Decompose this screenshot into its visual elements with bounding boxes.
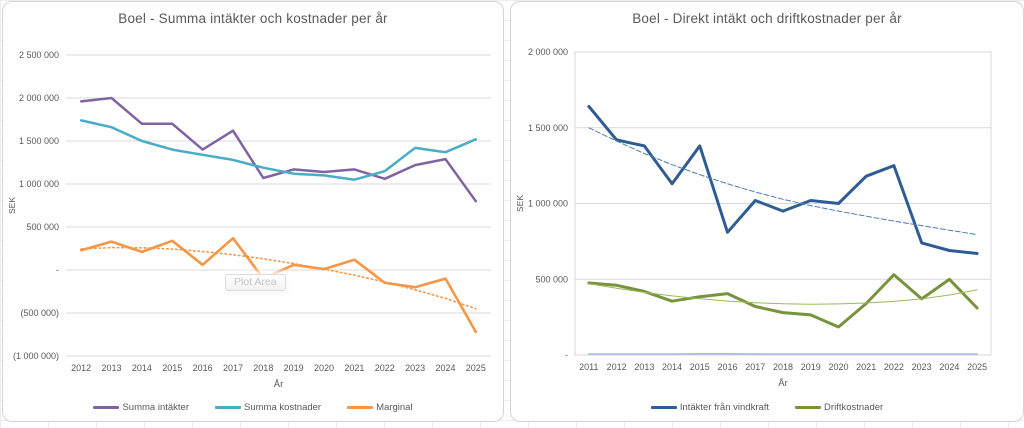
series-driftkostnader-trendlinje[interactable] xyxy=(588,283,978,305)
x-tick-label: 2022 xyxy=(375,363,395,373)
x-tick-label: 2018 xyxy=(253,363,273,373)
x-tick-label: 2012 xyxy=(71,363,91,373)
y-tick-label: 2 500 000 xyxy=(19,50,59,60)
series-marginal-trendlinje[interactable] xyxy=(80,246,477,310)
x-tick-label: 2015 xyxy=(162,363,182,373)
x-tick-label: 2019 xyxy=(801,362,821,372)
y-tick-label: 500 000 xyxy=(26,222,59,232)
x-tick-label: 2018 xyxy=(773,362,793,372)
x-tick-label: 2021 xyxy=(856,362,876,372)
x-tick-label: 2024 xyxy=(939,362,959,372)
x-tick-label: 2023 xyxy=(405,363,425,373)
x-tick-label: 2016 xyxy=(718,362,738,372)
y-axis-title: SEK xyxy=(7,197,17,214)
chart-title-summa: Boel - Summa intäkter och kostnader per … xyxy=(118,11,388,26)
chart-card-direkt[interactable]: 2 000 000 1 500 000 1 000 000 500 000 - 2011 2… xyxy=(510,1,1024,422)
series-driftkostnader[interactable] xyxy=(587,273,979,329)
y-tick-label: 500 000 xyxy=(535,274,568,284)
y-tick-label: - xyxy=(56,265,59,275)
x-tick-label: 2015 xyxy=(690,362,710,372)
y-tick-label: 2 000 000 xyxy=(19,93,59,103)
x-tick-label: 2025 xyxy=(466,363,486,373)
legend-item-driftkostnader: Driftkostnader xyxy=(795,402,883,413)
legend-swatch-driftkostnader xyxy=(795,406,822,409)
y-tick-label: - xyxy=(565,350,568,360)
series-summa-kostnader[interactable] xyxy=(79,119,478,181)
y-tick-label: 2 000 000 xyxy=(528,47,568,57)
series-summa-intäkter[interactable] xyxy=(79,96,478,203)
x-tick-label: 2020 xyxy=(314,363,334,373)
x-tick-label: 2021 xyxy=(344,363,364,373)
y-axis-title: SEK xyxy=(515,195,525,212)
x-tick-label: 2017 xyxy=(223,363,243,373)
x-tick-label: 2011 xyxy=(579,362,598,372)
y-tick-label: 1 000 000 xyxy=(19,179,59,189)
legend-swatch-summa-kostnader xyxy=(215,406,241,409)
legend-direkt: Intäkter från vindkraft Driftkostnader xyxy=(511,402,1023,413)
series-intäkter-trendlinje[interactable] xyxy=(588,127,978,236)
legend-item-summa-intäkter: Summa intäkter xyxy=(93,402,189,413)
x-tick-label: 2023 xyxy=(912,362,932,372)
legend-summa: Summa intäkter Summa kostnader Marginal xyxy=(3,402,503,413)
x-tick-label: 2022 xyxy=(884,362,904,372)
y-tick-label: 1 500 000 xyxy=(528,123,568,133)
x-tick-label: 2025 xyxy=(967,362,987,372)
legend-swatch-marginal xyxy=(347,406,374,409)
series-intäkter-från-vindkraft[interactable] xyxy=(587,105,979,255)
y-tick-label: 1 500 000 xyxy=(19,136,59,146)
x-tick-label: 2020 xyxy=(828,362,848,372)
x-tick-label: 2019 xyxy=(284,363,304,373)
x-tick-label: 2012 xyxy=(607,362,627,372)
x-tick-label: 2013 xyxy=(102,363,122,373)
x-tick-label: 2016 xyxy=(193,363,213,373)
legend-label: Intäkter från vindkraft xyxy=(679,402,770,413)
x-tick-label: 2024 xyxy=(435,363,455,373)
legend-swatch-intäkter-från-vindkraft xyxy=(650,406,677,409)
legend-swatch-summa-intäkter xyxy=(93,406,120,409)
y-tick-label: (1 000 000) xyxy=(13,351,59,361)
plot-area-tooltip: Plot Area xyxy=(225,274,286,291)
legend-item-marginal: Marginal xyxy=(347,402,413,413)
chart-card-summa[interactable]: 2 500 000 2 000 000 1 500 000 1 000 000 500 … xyxy=(2,1,504,422)
legend-item-summa-kostnader: Summa kostnader xyxy=(215,402,321,413)
legend-label: Summa intäkter xyxy=(122,402,189,413)
direkt-chart-plot[interactable]: 2 000 000 1 500 000 1 000 000 500 000 - 2011 2… xyxy=(511,2,1023,421)
series-marginal[interactable] xyxy=(79,236,478,334)
x-tick-label: 2013 xyxy=(634,362,654,372)
y-tick-label: (500 000) xyxy=(20,308,59,318)
x-axis-title: År xyxy=(778,378,788,389)
x-tick-label: 2014 xyxy=(662,362,682,372)
summa-chart-plot[interactable]: 2 500 000 2 000 000 1 500 000 1 000 000 500 … xyxy=(3,2,503,421)
x-axis-title: År xyxy=(274,379,284,390)
legend-label: Marginal xyxy=(376,402,413,413)
legend-label: Driftkostnader xyxy=(824,402,884,413)
x-tick-label: 2014 xyxy=(132,363,152,373)
chart-title-direkt: Boel - Direkt intäkt och driftkostnader … xyxy=(632,11,902,26)
x-tick-label: 2017 xyxy=(745,362,765,372)
legend-label: Summa kostnader xyxy=(244,402,322,413)
y-tick-label: 1 000 000 xyxy=(528,199,568,209)
legend-item-intäkter-från-vindkraft: Intäkter från vindkraft xyxy=(650,402,770,413)
